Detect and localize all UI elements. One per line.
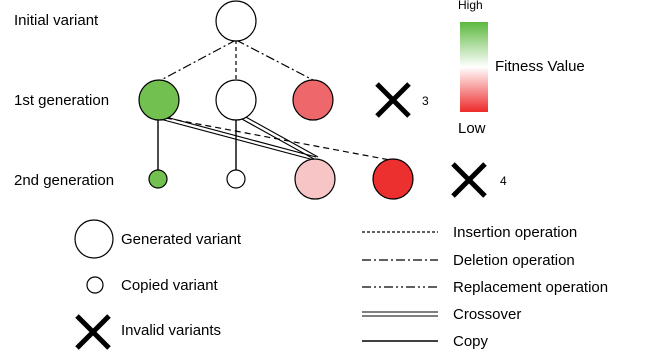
- row-label-initial: Initial variant: [14, 12, 99, 29]
- node-gen2-green-copy: [148, 169, 168, 189]
- edge-crossover-b1: [159, 118, 315, 161]
- invalid-count-gen1: 3: [422, 94, 429, 108]
- edge-crossover-b2: [161, 115, 317, 158]
- node-gen1-green: [138, 79, 180, 121]
- node-gen2-white-copy: [226, 169, 246, 189]
- legend-copied-label: Copied variant: [121, 277, 219, 294]
- node-gen1-red: [292, 79, 334, 121]
- legend-replacement-label: Replacement operation: [453, 279, 608, 296]
- legend-insertion-label: Insertion operation: [453, 224, 577, 241]
- colorbar: [460, 22, 488, 112]
- legend-invalid-label: Invalid variants: [121, 322, 221, 339]
- legend-generated-icon: [74, 219, 114, 259]
- node-gen1-white: [215, 79, 257, 121]
- edge-deletion-1: [160, 39, 237, 81]
- legend-copied-icon: [86, 276, 104, 294]
- legend-deletion-label: Deletion operation: [453, 252, 575, 269]
- legend-copy-label: Copy: [453, 333, 489, 350]
- row-label-gen1: 1st generation: [14, 92, 109, 109]
- cross-icon: [451, 162, 487, 198]
- legend-invalid-cross-icon: [75, 314, 111, 350]
- node-gen2-red: [372, 158, 414, 200]
- colorbar-low-label: Low: [458, 120, 486, 137]
- legend-generated-label: Generated variant: [121, 231, 242, 248]
- node-gen2-pink: [294, 158, 336, 200]
- colorbar-high-label: High: [458, 0, 483, 12]
- edge-crossover-a2: [243, 115, 319, 158]
- colorbar-title: Fitness Value: [495, 58, 585, 75]
- edge-deletion-2: [235, 39, 314, 81]
- edge-insertion-2: [165, 117, 391, 161]
- node-initial: [215, 0, 257, 42]
- cross-icon: [375, 82, 411, 118]
- row-label-gen2: 2nd generation: [14, 172, 114, 189]
- invalid-count-gen2: 4: [500, 174, 507, 188]
- legend-crossover-label: Crossover: [453, 306, 521, 323]
